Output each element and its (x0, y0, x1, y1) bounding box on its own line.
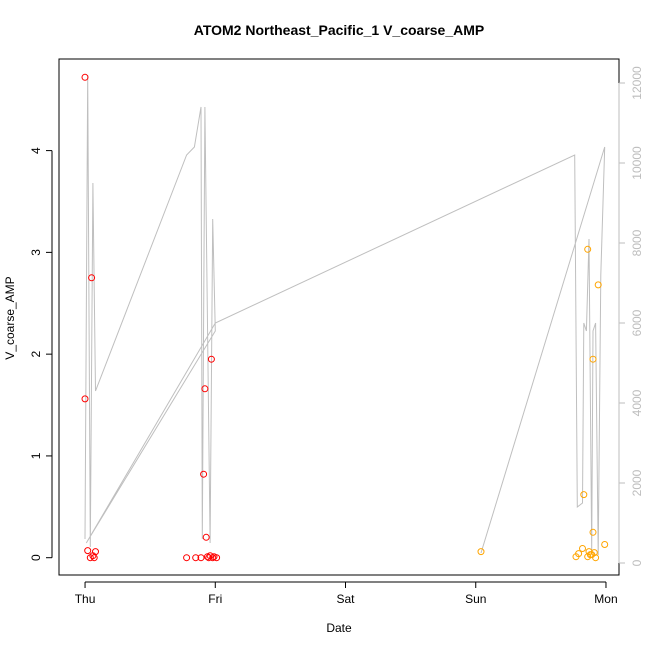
data-point (207, 355, 215, 363)
y-left-tick-label: 0 (29, 554, 43, 561)
data-point (197, 554, 205, 562)
data-point (88, 274, 96, 282)
data-point (183, 554, 191, 562)
y-right-tick-label: 10000 (630, 146, 644, 180)
line-series (84, 74, 606, 556)
x-axis-title: Date (326, 621, 352, 635)
y-right-tick-label: 8000 (630, 229, 644, 256)
chart-title: ATOM2 Northeast_Pacific_1 V_coarse_AMP (194, 22, 485, 38)
data-point (579, 545, 586, 552)
x-tick-label: Mon (594, 592, 617, 606)
y-right-tick-label: 4000 (630, 389, 644, 416)
y-left-tick-label: 1 (29, 452, 43, 459)
data-point (192, 554, 200, 562)
data-point (592, 554, 600, 562)
data-point (200, 470, 208, 478)
data-point (81, 73, 89, 81)
data-point (84, 547, 92, 555)
x-tick-label: Fri (208, 592, 222, 606)
x-tick-label: Thu (75, 592, 96, 606)
x-axis: Thu Fri Sat Sun Mon (75, 581, 618, 606)
line-series-layer (84, 74, 606, 556)
y-left-axis: 0 1 2 3 4 (29, 147, 53, 561)
data-point (202, 533, 210, 541)
data-point (575, 550, 583, 558)
data-point (477, 548, 485, 556)
data-point (580, 491, 588, 499)
y-left-tick-label: 2 (29, 350, 43, 357)
data-point (584, 245, 592, 253)
y-right-tick-label: 0 (630, 559, 644, 566)
y-left-tick-label: 4 (29, 147, 43, 154)
y-right-tick-label: 6000 (630, 309, 644, 336)
y-right-tick-label: 2000 (630, 469, 644, 496)
data-point (589, 528, 597, 536)
data-point (209, 554, 217, 562)
data-point (205, 554, 213, 562)
data-point (589, 355, 597, 363)
data-point (92, 548, 99, 556)
y-right-tick-label: 12000 (630, 66, 644, 100)
data-point (594, 281, 602, 289)
x-tick-label: Sun (465, 592, 486, 606)
y-left-tick-label: 3 (29, 249, 43, 256)
points-layer (81, 73, 609, 562)
data-point (213, 554, 221, 562)
y-right-axis: 0 2000 4000 6000 8000 10000 12000 (618, 66, 644, 566)
data-point (81, 395, 89, 403)
y-axis-title: V_coarse_AMP (3, 276, 17, 359)
data-point (201, 385, 209, 393)
data-point (590, 549, 598, 557)
data-point (601, 541, 609, 548)
x-tick-label: Sat (337, 592, 356, 606)
